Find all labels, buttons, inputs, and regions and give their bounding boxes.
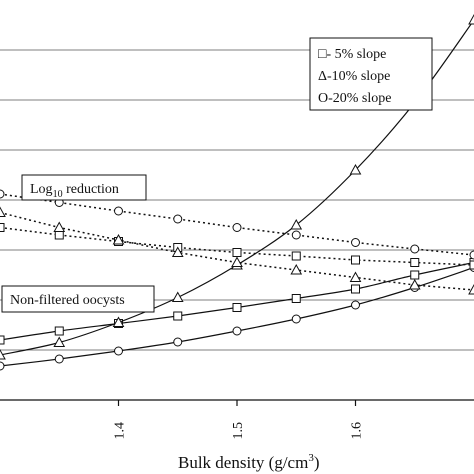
data-point-log-reduction-square-5 [291, 251, 301, 261]
data-point-non-filtered-triangle-6 [349, 163, 362, 175]
data-point-log-reduction-circle-5 [291, 230, 301, 240]
data-point-non-filtered-square-7 [410, 270, 420, 280]
data-point-non-filtered-circle-5 [291, 314, 301, 324]
annotation-log-main: Log [30, 182, 53, 197]
data-point-non-filtered-square-0 [0, 335, 5, 345]
data-point-non-filtered-square-4 [232, 303, 242, 312]
data-point-log-reduction-triangle-0 [0, 206, 6, 217]
annotation-non-filtered-text: Non-filtered oocysts [10, 293, 125, 308]
data-point-log-reduction-triangle-4 [231, 256, 243, 267]
annotation-log-reduction-box [21, 174, 147, 201]
data-point-non-filtered-triangle-1 [53, 336, 66, 347]
x-tick-label-1: 1.5 [231, 422, 246, 440]
data-point-non-filtered-square-6 [351, 284, 360, 294]
x-tick-label-0: 1.4 [113, 422, 128, 440]
data-point-log-reduction-circle-2 [114, 206, 123, 216]
legend-entry-square: □- 5% slope [318, 47, 386, 62]
data-point-non-filtered-triangle-2 [112, 316, 125, 327]
annotation-log-sub: 10 [53, 189, 63, 200]
data-point-non-filtered-circle-3 [173, 337, 183, 347]
data-point-non-filtered-circle-0 [0, 361, 5, 371]
annotation-log-rest: reduction [63, 182, 119, 197]
data-point-non-filtered-triangle-8 [468, 13, 474, 25]
axes: 1.4 1.5 1.6 [0, 399, 474, 440]
data-point-non-filtered-triangle-3 [171, 291, 184, 302]
x-axis-title-close: ) [314, 453, 320, 472]
data-point-log-reduction-square-0 [0, 223, 5, 232]
data-point-non-filtered-circle-1 [54, 354, 64, 364]
data-point-non-filtered-square-3 [173, 311, 183, 321]
data-point-log-reduction-square-8 [469, 260, 474, 270]
data-point-log-reduction-square-6 [351, 255, 360, 265]
data-point-non-filtered-circle-4 [232, 326, 242, 336]
annotation-non-filtered-box [1, 285, 155, 313]
series-line-log-reduction-square [0, 226, 474, 266]
data-point-non-filtered-triangle-5 [290, 218, 303, 230]
annotation-log-reduction-text: Log10 reduction [30, 182, 119, 200]
legend-entry-triangle: Δ-10% slope [318, 69, 390, 84]
data-point-log-reduction-circle-4 [232, 223, 242, 232]
x-tick-label-2: 1.6 [350, 422, 365, 440]
x-axis-title: Bulk density (g/cm3) [178, 452, 320, 472]
data-point-log-reduction-triangle-3 [171, 246, 184, 257]
x-axis-title-sup: 3 [308, 452, 314, 464]
data-point-log-reduction-circle-0 [0, 189, 5, 199]
data-point-log-reduction-square-7 [410, 258, 420, 267]
legend: □- 5% slope Δ-10% slope O-20% slope [309, 37, 433, 111]
data-point-non-filtered-triangle-0 [0, 348, 6, 360]
data-point-log-reduction-triangle-1 [53, 221, 66, 232]
annotation-log-reduction: Log10 reduction [21, 174, 147, 201]
data-point-log-reduction-circle-3 [173, 214, 183, 224]
data-point-log-reduction-circle-7 [410, 244, 420, 254]
data-point-non-filtered-square-5 [291, 294, 301, 303]
data-point-log-reduction-square-1 [54, 230, 64, 240]
legend-box [309, 37, 433, 111]
data-point-log-reduction-square-4 [232, 248, 242, 257]
data-point-non-filtered-circle-2 [114, 346, 123, 356]
legend-entry-circle: O-20% slope [318, 91, 392, 106]
series-line-log-reduction-triangle [0, 211, 474, 291]
data-point-log-reduction-triangle-6 [349, 271, 362, 282]
data-point-log-reduction-circle-6 [351, 238, 360, 247]
x-axis-title-main: Bulk density (g/cm [178, 453, 308, 472]
series-line-non-filtered-circle [0, 266, 474, 367]
data-point-log-reduction-triangle-7 [408, 278, 421, 290]
data-point-log-reduction-triangle-5 [290, 263, 303, 275]
data-point-log-reduction-circle-8 [469, 250, 474, 260]
annotation-non-filtered: Non-filtered oocysts [1, 285, 155, 313]
data-point-non-filtered-square-1 [54, 326, 64, 336]
data-point-log-reduction-triangle-8 [468, 283, 474, 295]
data-point-non-filtered-circle-6 [351, 300, 360, 310]
data-point-log-reduction-triangle-2 [112, 233, 125, 245]
